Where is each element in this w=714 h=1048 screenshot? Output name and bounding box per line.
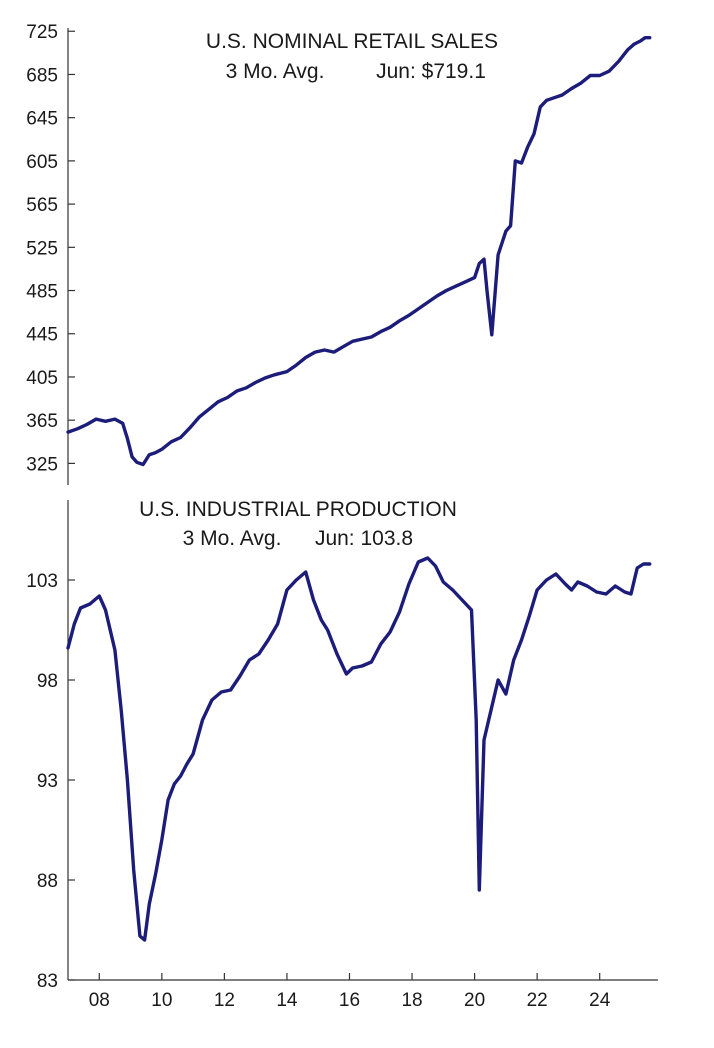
retail-sales-title: U.S. NOMINAL RETAIL SALES [206, 30, 498, 53]
industrial-production-x-tick-label: 16 [339, 990, 360, 1011]
industrial-production-panel: 103 98 93 88 83 08 10 12 14 16 18 20 22 24 U.S. INDU… [26, 498, 658, 1011]
retail-sales-panel: 725 685 645 605 565 525 485 445 405 365 325 U.S. N… [26, 22, 652, 485]
industrial-production-y-tick-label: 103 [26, 571, 58, 592]
retail-sales-y-tick-label: 325 [26, 454, 58, 475]
industrial-production-y-tick-label: 93 [37, 771, 58, 792]
retail-sales-subtitle-right: Jun: $719.1 [376, 60, 486, 83]
retail-sales-y-tick-label: 445 [26, 325, 58, 346]
retail-sales-y-tick-label: 645 [26, 109, 58, 130]
retail-sales-y-tick-label: 565 [26, 195, 58, 216]
industrial-production-y-tick-label: 98 [37, 671, 58, 692]
retail-sales-y-tick-label: 365 [26, 411, 58, 432]
retail-sales-y-ticks: 725 685 645 605 565 525 485 445 405 365 325 [26, 22, 75, 475]
retail-sales-y-tick-label: 485 [26, 282, 58, 303]
industrial-production-x-ticks: 08 10 12 14 16 18 20 22 24 [89, 973, 611, 1011]
industrial-production-x-tick-label: 20 [464, 990, 485, 1011]
industrial-production-subtitle-left: 3 Mo. Avg. [183, 527, 282, 550]
industrial-production-x-tick-label: 14 [276, 990, 298, 1011]
industrial-production-x-tick-label: 22 [527, 990, 548, 1011]
retail-sales-y-tick-label: 685 [26, 65, 58, 86]
industrial-production-x-tick-label: 24 [589, 990, 611, 1011]
retail-sales-y-tick-label: 725 [26, 22, 58, 43]
retail-sales-y-tick-label: 605 [26, 152, 58, 173]
industrial-production-x-tick-label: 12 [214, 990, 235, 1011]
retail-sales-y-tick-label: 525 [26, 238, 58, 259]
retail-sales-y-tick-label: 405 [26, 368, 58, 389]
retail-sales-series-line [66, 36, 652, 467]
industrial-production-title: U.S. INDUSTRIAL PRODUCTION [139, 498, 457, 521]
industrial-production-x-tick-label: 10 [151, 990, 172, 1011]
industrial-production-subtitle-right: Jun: 103.8 [315, 527, 413, 550]
industrial-production-y-tick-label: 88 [37, 871, 58, 892]
industrial-production-x-tick-label: 18 [401, 990, 422, 1011]
industrial-production-y-tick-label: 83 [37, 971, 58, 992]
industrial-production-x-tick-label: 08 [89, 990, 110, 1011]
industrial-production-series-line [66, 556, 652, 942]
industrial-production-y-ticks: 103 98 93 88 83 [26, 571, 75, 992]
retail-sales-subtitle-left: 3 Mo. Avg. [226, 60, 325, 83]
